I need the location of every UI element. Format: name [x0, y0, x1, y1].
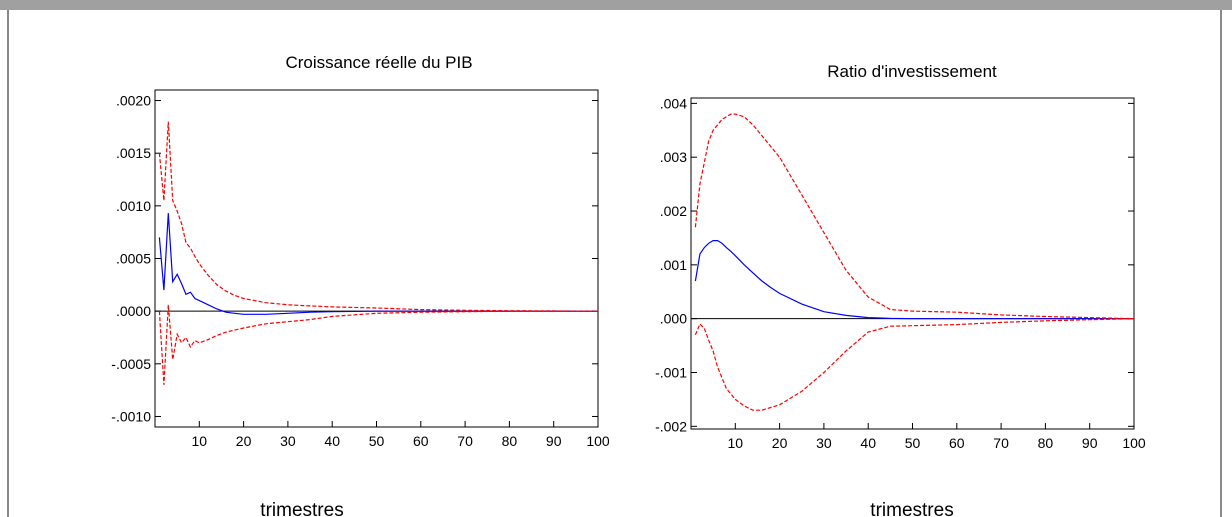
x-tick-label: 30	[816, 435, 832, 451]
x-tick-label: 20	[236, 433, 252, 449]
chart-title: Croissance réelle du PIB	[285, 53, 472, 72]
x-tick-label: 70	[457, 433, 473, 449]
y-tick-label: .0010	[116, 198, 151, 214]
x-tick-label: 30	[280, 433, 296, 449]
x-tick-label: 10	[728, 435, 744, 451]
y-tick-label: .000	[660, 311, 687, 327]
lower-band-line	[694, 318, 1135, 411]
y-tick-label: -.0005	[111, 356, 151, 372]
x-tick-label: 50	[905, 435, 921, 451]
chart-croissance-pib: Croissance réelle du PIB trimestres -.00…	[111, 53, 610, 517]
y-tick-label: .003	[660, 149, 687, 165]
upper-band-line	[694, 113, 1135, 320]
y-tick-label: -.002	[655, 418, 687, 434]
x-tick-label: 100	[1122, 435, 1146, 451]
chart-title: Ratio d'investissement	[827, 62, 997, 81]
y-tick-label: .0000	[116, 303, 151, 319]
frame-right-border	[1220, 10, 1222, 517]
x-axis-label: trimestres	[870, 500, 953, 517]
y-tick-label: .0020	[116, 93, 151, 109]
frame-left-border	[7, 10, 9, 517]
x-tick-label: 100	[586, 433, 610, 449]
plot-frame	[154, 89, 599, 428]
x-tick-label: 90	[1082, 435, 1098, 451]
y-tick-label: .0015	[116, 145, 151, 161]
y-tick-label: .004	[660, 95, 687, 111]
x-tick-label: 70	[993, 435, 1009, 451]
y-tick-label: -.001	[655, 364, 687, 380]
y-tick-label: -.0010	[111, 408, 151, 424]
x-tick-label: 10	[192, 433, 208, 449]
x-tick-label: 80	[1038, 435, 1054, 451]
upper-band-line	[158, 121, 599, 312]
plot-frame	[690, 97, 1135, 430]
lower-band-line	[158, 304, 598, 385]
window-top-bar	[0, 0, 1232, 10]
x-axis-label: trimestres	[260, 500, 343, 517]
x-tick-label: 40	[324, 433, 340, 449]
y-tick-label: .002	[660, 203, 687, 219]
x-tick-label: 60	[949, 435, 965, 451]
y-tick-label: .001	[660, 257, 687, 273]
response-line	[694, 240, 1134, 320]
response-line	[158, 213, 598, 315]
x-tick-label: 90	[546, 433, 562, 449]
x-tick-label: 60	[413, 433, 429, 449]
x-tick-label: 80	[502, 433, 518, 449]
x-tick-label: 50	[369, 433, 385, 449]
x-tick-label: 20	[772, 435, 788, 451]
x-tick-label: 40	[860, 435, 876, 451]
y-tick-label: .0005	[116, 251, 151, 267]
chart-ratio-investissement: Ratio d'investissement trimestres -.002 -…	[655, 62, 1146, 517]
